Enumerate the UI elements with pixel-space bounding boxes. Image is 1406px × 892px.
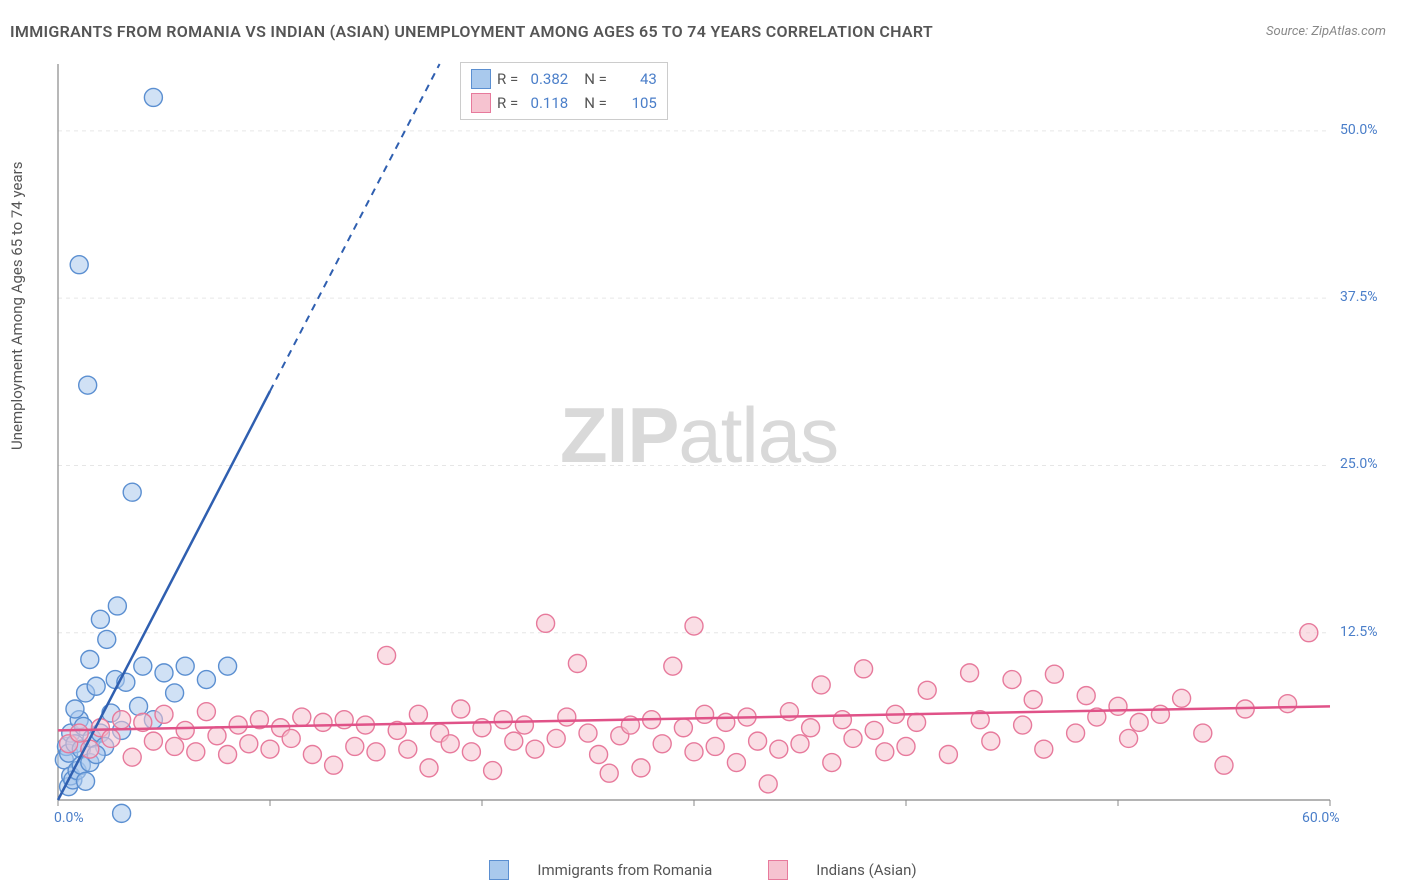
legend-label: Indians (Asian) [816, 861, 916, 879]
y-tick-label: 12.5% [1340, 624, 1378, 640]
r-value: 0.118 [524, 94, 568, 112]
x-tick-label: 0.0% [54, 810, 84, 826]
stats-legend-row: R = 0.382 N = 43 [471, 67, 657, 91]
legend-item: Immigrants from Romania [475, 860, 726, 878]
r-label: R = [497, 70, 518, 88]
x-tick-label: 60.0% [1302, 810, 1340, 826]
r-label: R = [497, 94, 518, 112]
n-value: 43 [613, 70, 657, 88]
y-tick-label: 37.5% [1340, 289, 1378, 305]
stats-legend: R = 0.382 N = 43 R = 0.118 N = 105 [460, 62, 668, 120]
n-label: N = [584, 94, 607, 112]
source-attribution: Source: ZipAtlas.com [1266, 24, 1386, 39]
legend-swatch [471, 93, 491, 113]
legend-swatch [471, 69, 491, 89]
legend-swatch [768, 860, 788, 880]
stats-legend-row: R = 0.118 N = 105 [471, 91, 657, 115]
legend-swatch [489, 860, 509, 880]
n-value: 105 [613, 94, 657, 112]
y-axis-label: Unemployment Among Ages 65 to 74 years [8, 162, 26, 450]
series-legend: Immigrants from Romania Indians (Asian) [0, 860, 1406, 880]
n-label: N = [584, 70, 607, 88]
chart-title: IMMIGRANTS FROM ROMANIA VS INDIAN (ASIAN… [10, 22, 933, 41]
scatter-plot [50, 60, 1390, 830]
y-tick-label: 25.0% [1340, 456, 1378, 472]
r-value: 0.382 [524, 70, 568, 88]
legend-label: Immigrants from Romania [537, 861, 712, 879]
y-tick-label: 50.0% [1340, 122, 1378, 138]
legend-item: Indians (Asian) [754, 860, 930, 878]
